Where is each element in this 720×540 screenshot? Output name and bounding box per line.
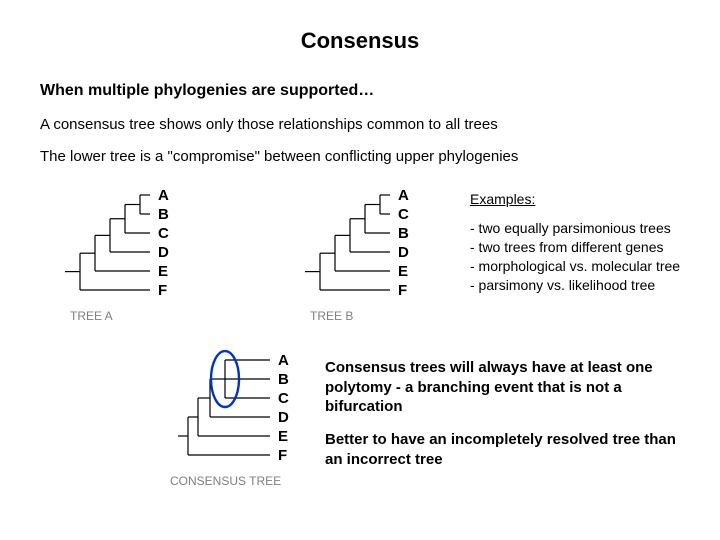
body-line-1: A consensus tree shows only those relati… — [40, 116, 498, 133]
tree-b-label: TREE B — [310, 309, 353, 323]
tree-a-container: A B C D E F TREE A — [50, 185, 160, 310]
consensus-tree-label: CONSENSUS TREE — [170, 474, 281, 488]
bottom-para-1: Consensus trees will always have at leas… — [325, 358, 685, 417]
tree-a-taxon-0: A — [158, 187, 169, 204]
examples-item-0: - two equally parsimonious trees — [470, 219, 710, 238]
tree-b-taxon-2: B — [398, 225, 409, 242]
tree-b-svg — [290, 185, 400, 305]
consensus-tree-container: A B C D E F CONSENSUS TREE — [170, 350, 300, 495]
consensus-taxon-4: E — [278, 428, 288, 445]
page-title: Consensus — [0, 28, 720, 54]
tree-b-taxon-4: E — [398, 263, 408, 280]
subtitle: When multiple phylogenies are supported… — [40, 82, 374, 100]
examples-item-1: - two trees from different genes — [470, 238, 710, 257]
consensus-taxon-5: F — [278, 447, 287, 464]
tree-b-taxon-3: D — [398, 244, 409, 261]
examples-item-3: - parsimony vs. likelihood tree — [470, 276, 710, 295]
tree-b-taxon-0: A — [398, 187, 409, 204]
bottom-para-2: Better to have an incompletely resolved … — [325, 430, 685, 469]
tree-a-taxon-1: B — [158, 206, 169, 223]
tree-a-taxon-3: D — [158, 244, 169, 261]
tree-b-container: A C B D E F TREE B — [290, 185, 400, 310]
tree-a-taxon-5: F — [158, 282, 167, 299]
tree-b-taxon-5: F — [398, 282, 407, 299]
consensus-taxon-0: A — [278, 352, 289, 369]
examples-heading: Examples: — [470, 190, 710, 209]
tree-a-svg — [50, 185, 160, 305]
tree-b-taxon-1: C — [398, 206, 409, 223]
consensus-taxon-2: C — [278, 390, 289, 407]
tree-a-taxon-2: C — [158, 225, 169, 242]
consensus-taxon-3: D — [278, 409, 289, 426]
consensus-taxon-1: B — [278, 371, 289, 388]
tree-a-label: TREE A — [70, 309, 113, 323]
body-line-2: The lower tree is a "compromise" between… — [40, 148, 518, 165]
tree-a-taxon-4: E — [158, 263, 168, 280]
examples-block: Examples: - two equally parsimonious tre… — [470, 190, 710, 294]
examples-item-2: - morphological vs. molecular tree — [470, 257, 710, 276]
